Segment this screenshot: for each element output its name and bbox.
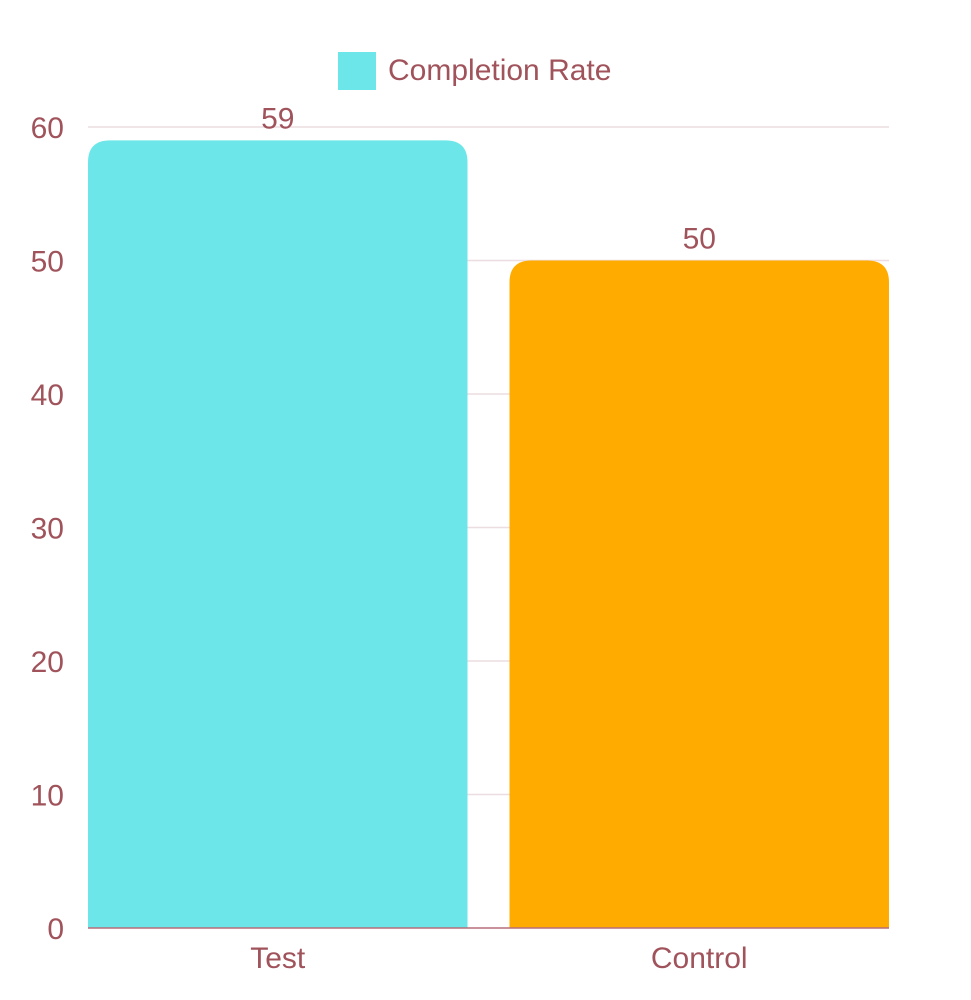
bars [88, 140, 889, 929]
y-tick-label: 50 [31, 246, 64, 279]
bar-control [509, 260, 889, 928]
bar-test [88, 140, 468, 929]
x-tick-label-test: Test [250, 942, 306, 975]
y-axis-ticks: 0 10 20 30 40 50 60 [31, 112, 64, 946]
y-tick-label: 10 [31, 780, 64, 813]
legend-swatch [338, 52, 376, 90]
data-labels: 59 50 [261, 102, 716, 255]
x-tick-label-control: Control [651, 942, 748, 975]
legend-label: Completion Rate [388, 54, 611, 87]
y-tick-label: 20 [31, 646, 64, 679]
data-label-test: 59 [261, 102, 294, 135]
y-tick-label: 60 [31, 112, 64, 145]
y-tick-label: 0 [47, 913, 64, 946]
y-tick-label: 40 [31, 379, 64, 412]
legend: Completion Rate [338, 52, 611, 90]
x-axis-labels: Test Control [250, 942, 747, 975]
data-label-control: 50 [683, 223, 716, 256]
y-tick-label: 30 [31, 513, 64, 546]
